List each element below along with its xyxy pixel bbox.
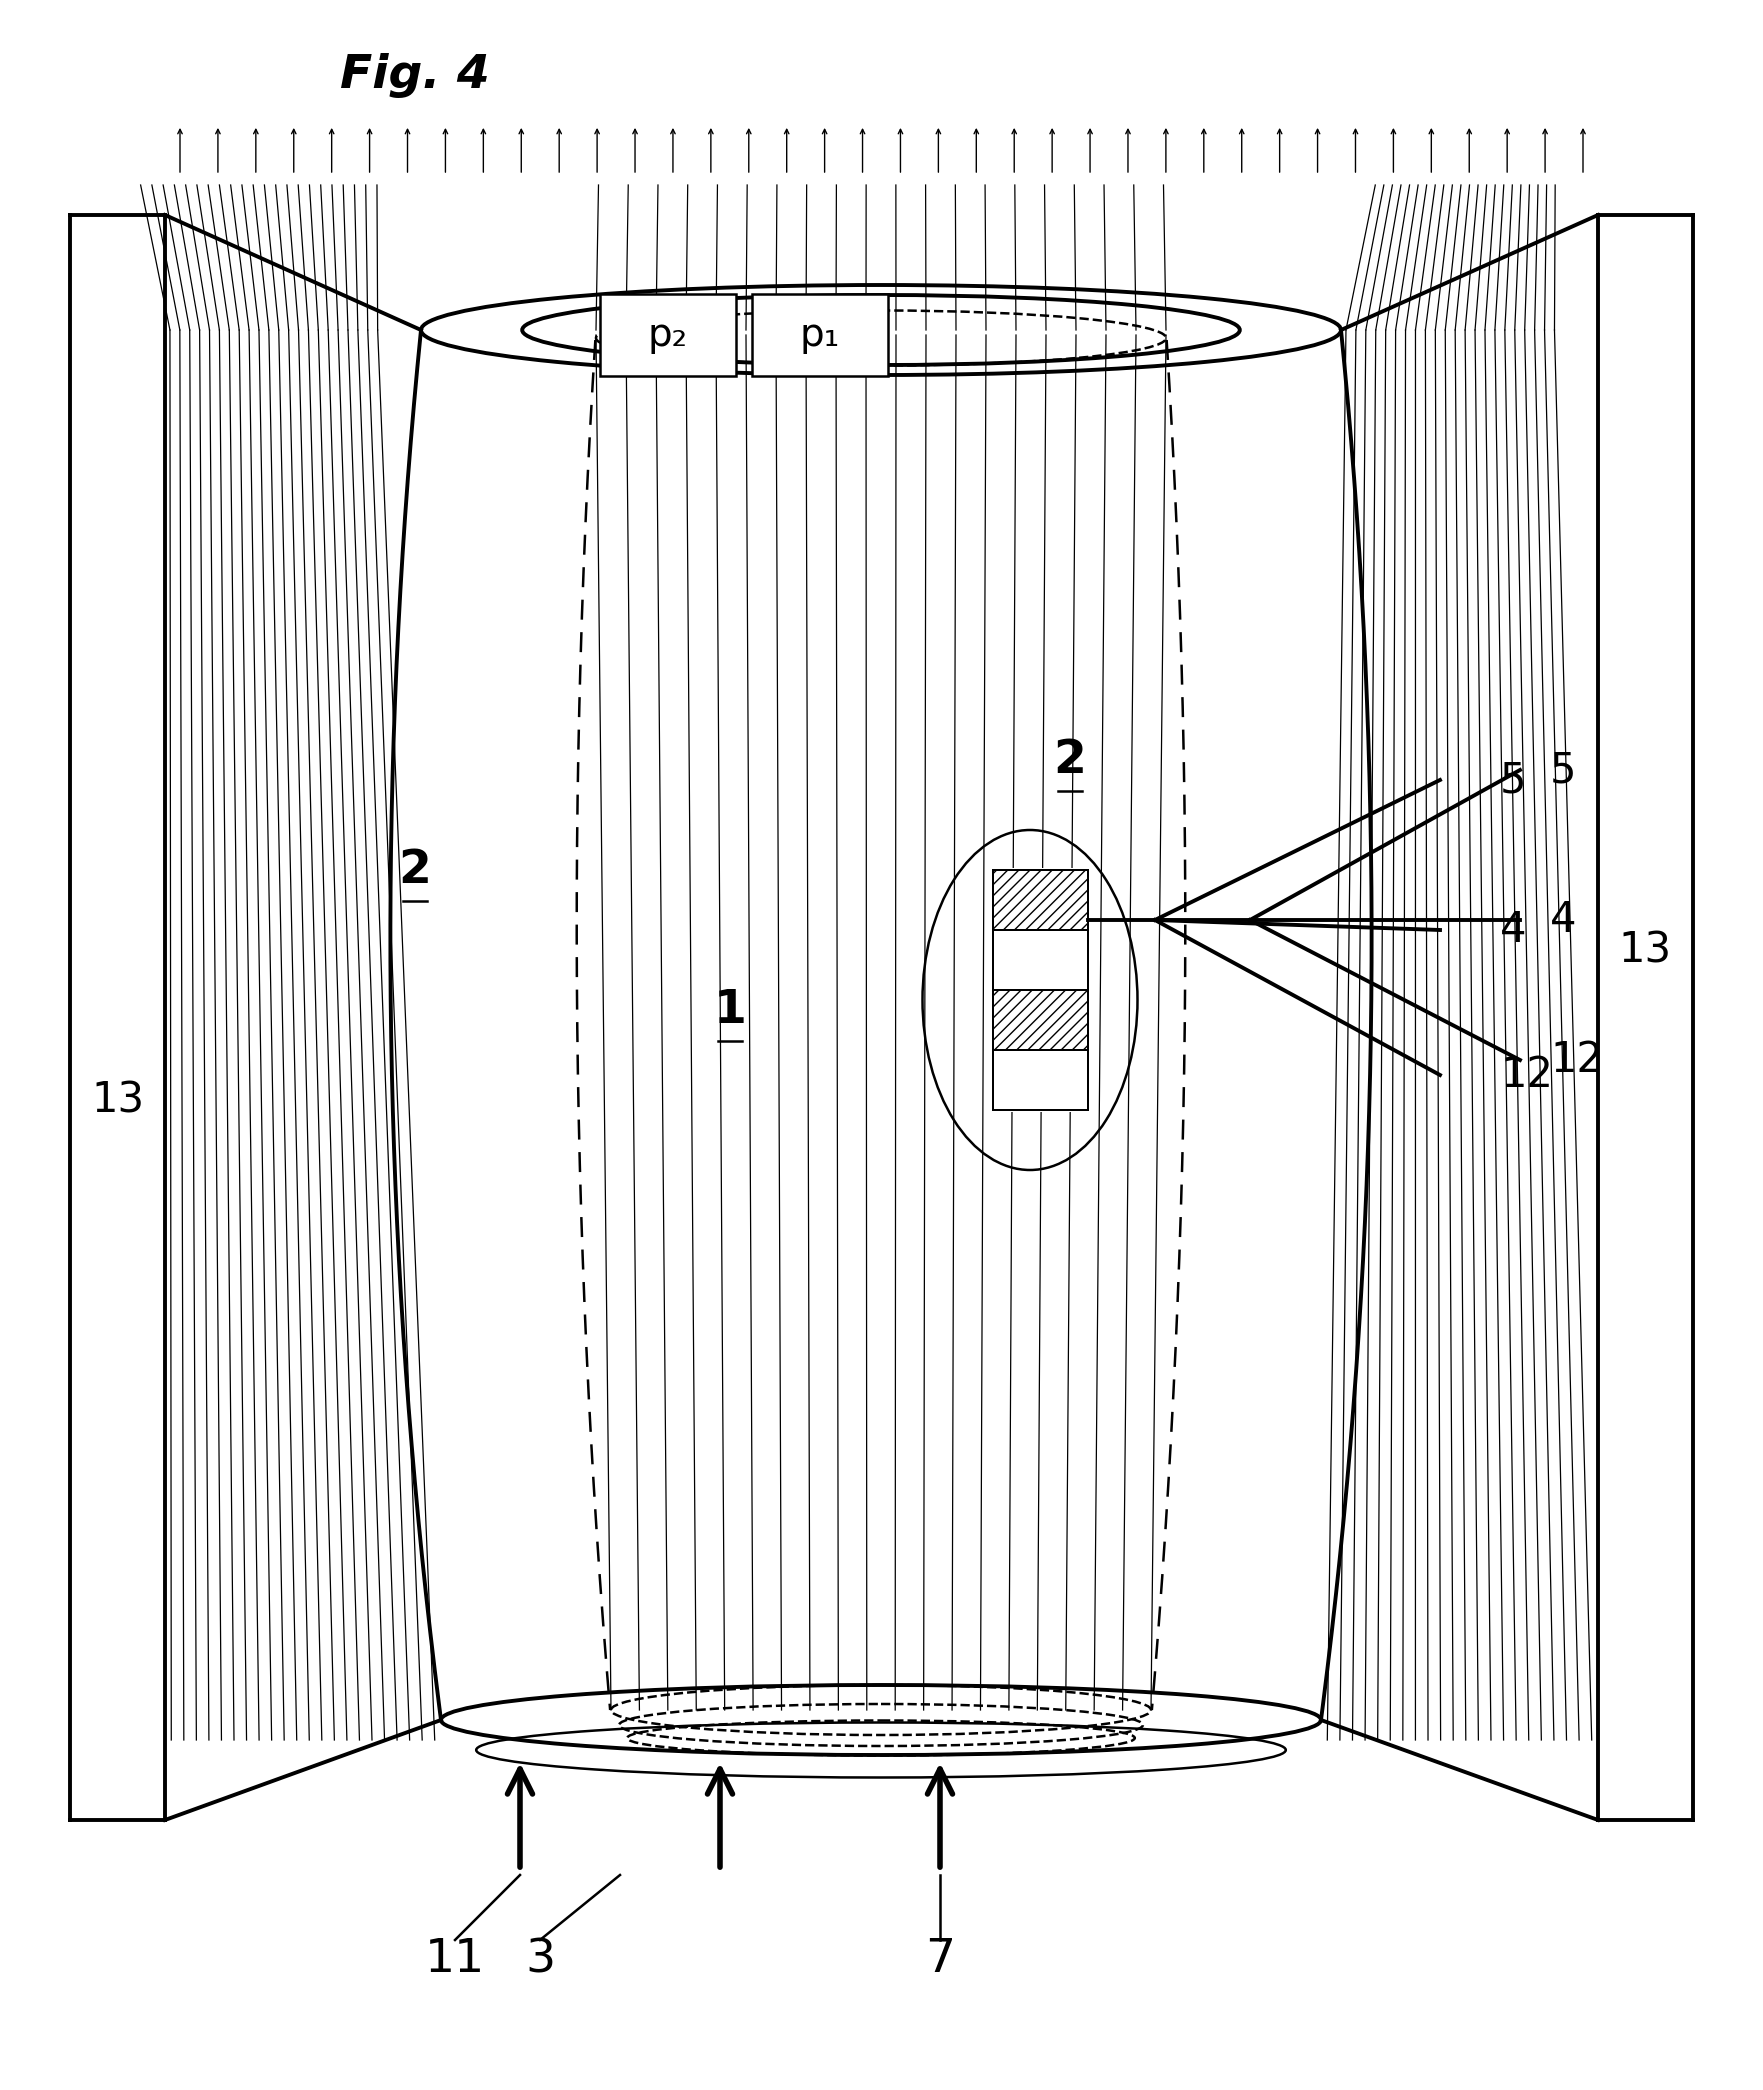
Bar	[993, 1049, 1088, 1110]
Text: p₁: p₁	[800, 316, 841, 353]
Text: 2: 2	[1054, 738, 1086, 782]
Text: 3: 3	[525, 1937, 555, 1983]
Text: p₂: p₂	[647, 316, 688, 353]
Bar	[991, 867, 1090, 1112]
Text: Fig. 4: Fig. 4	[340, 52, 490, 98]
Text: 13: 13	[1618, 928, 1671, 972]
Text: 4: 4	[1500, 909, 1527, 951]
FancyBboxPatch shape	[753, 295, 889, 376]
Bar	[993, 991, 1088, 1049]
Text: 7: 7	[926, 1937, 956, 1983]
Text: 5: 5	[1500, 759, 1527, 800]
Text: 12: 12	[1500, 1053, 1553, 1095]
Text: 4: 4	[1550, 899, 1576, 940]
Text: 5: 5	[1550, 748, 1576, 790]
FancyBboxPatch shape	[599, 295, 735, 376]
Text: 1: 1	[714, 986, 746, 1032]
Text: 12: 12	[1550, 1039, 1603, 1081]
Text: 2: 2	[398, 849, 432, 892]
Text: 11: 11	[425, 1937, 485, 1983]
Bar	[993, 869, 1088, 930]
Text: 13: 13	[92, 1078, 145, 1120]
Bar	[993, 930, 1088, 991]
